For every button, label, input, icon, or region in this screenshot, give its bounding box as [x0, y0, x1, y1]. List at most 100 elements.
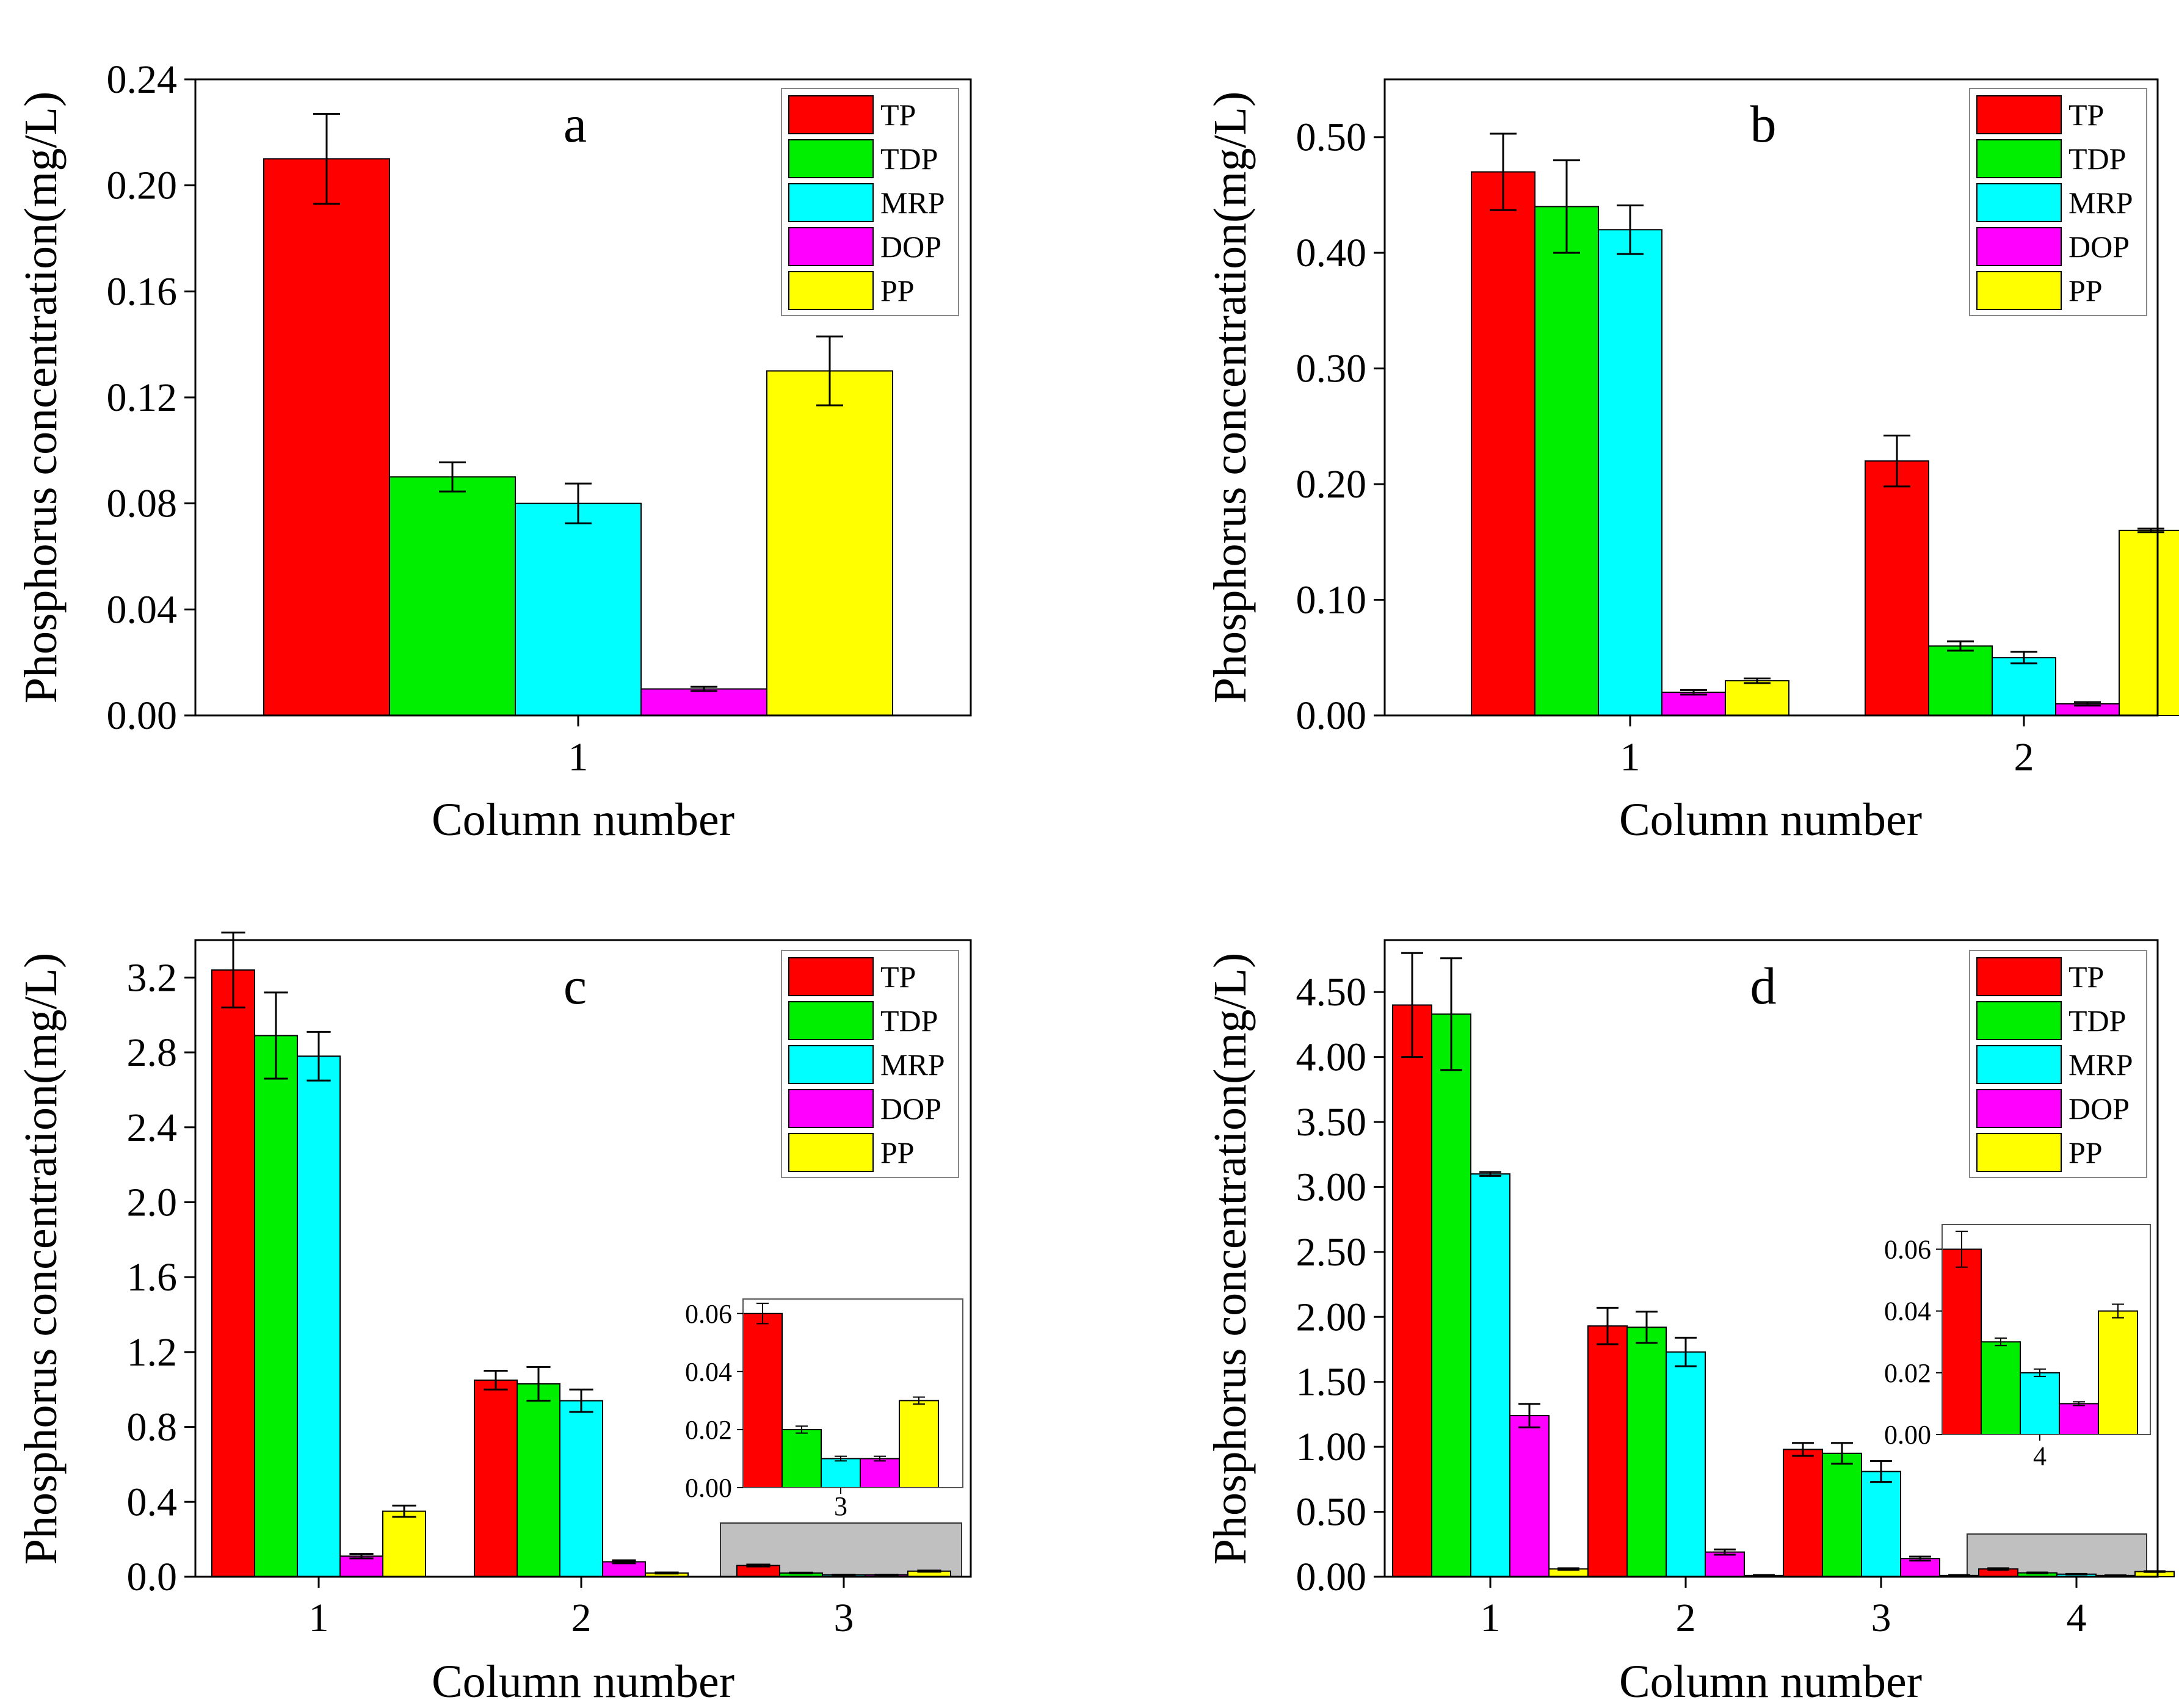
error-bar-tdp-col1: [264, 991, 288, 1080]
inset-error-bar-tdp: [1995, 1337, 2007, 1347]
inset-y-tick-label: 0.02: [1884, 1358, 1931, 1388]
legend-swatch-mrp: [788, 183, 874, 222]
inset-frame: [742, 1298, 963, 1488]
y-tick-label: 4.50: [1296, 970, 1367, 1015]
x-tick-label: 2: [2014, 735, 2034, 780]
error-bar-mrp-col3: [832, 1574, 856, 1576]
error-bar-tdp-col2: [1947, 640, 1974, 652]
y-tick-label: 0.16: [107, 269, 178, 314]
bar-dop-col1: [640, 688, 767, 717]
x-tick-label: 4: [2067, 1596, 2087, 1640]
bar-dop-col2: [602, 1561, 646, 1577]
error-bar-mrp-col2: [569, 1388, 593, 1413]
x-tick-label: 1: [1620, 735, 1641, 780]
error-bar-pp-col2: [654, 1571, 679, 1575]
bar-mrp-col2: [559, 1400, 603, 1577]
bar-tp-col1: [263, 158, 390, 716]
error-bar-tdp-col3: [1831, 1442, 1853, 1465]
legend-swatch-pp: [1976, 1133, 2062, 1172]
chart-panel-b: 0.00 0.10 0.20 0.30 0.40 0.50 1 2 Column number P…: [1205, 78, 2179, 845]
inset-bar-mrp: [2020, 1372, 2060, 1435]
y-tick-label: 0.0: [127, 1555, 178, 1599]
inset-bar-dop: [860, 1458, 900, 1488]
error-bar-pp-col1: [1744, 677, 1771, 684]
y-tick-label: 1.6: [127, 1255, 178, 1300]
bar-pp-col1: [382, 1510, 426, 1577]
error-bar-tp-col1: [313, 112, 340, 205]
chart-panel-a: 0.00 0.04 0.08 0.12 0.16 0.20 0.24 1 Column numb…: [15, 57, 972, 845]
panel-label: a: [564, 95, 587, 153]
y-tick-label: 0.30: [1296, 347, 1367, 391]
inset-frame: [1942, 1224, 2151, 1435]
y-tick-label: 0.00: [1296, 693, 1367, 738]
legend-swatch-mrp: [788, 1045, 874, 1084]
legend: TP TDP MRP DOP PP: [781, 88, 959, 316]
inset-bar-mrp: [821, 1458, 861, 1488]
bar-tdp-col1: [1431, 1013, 1471, 1578]
bar-mrp-col1: [515, 502, 642, 717]
y-tick-label: 2.4: [127, 1105, 178, 1150]
legend-label-tp: TP: [880, 98, 916, 132]
inset-error-bar-pp: [913, 1396, 925, 1405]
inset-y-tick-label: 0.04: [1884, 1297, 1931, 1326]
bar-tp-col2: [1865, 460, 1929, 716]
x-axis-title: Column number: [1619, 1656, 1922, 1707]
error-bar-pp-col1: [392, 1504, 416, 1518]
inset-error-bar-dop: [2073, 1401, 2085, 1406]
error-bar-tdp-col3: [789, 1571, 813, 1574]
error-bar-tp-col2: [1884, 435, 1910, 488]
y-tick-label: 0.4: [127, 1480, 178, 1524]
bar-dop-col2: [1705, 1551, 1745, 1577]
error-bar-tdp-col2: [526, 1366, 551, 1402]
bar-tp-col2: [474, 1379, 518, 1577]
y-axis-title: Phosphorus concentration(mg/L): [15, 953, 67, 1565]
bar-tdp-col3: [1822, 1452, 1862, 1577]
y-tick-label: 4.00: [1296, 1035, 1367, 1080]
panel-label: b: [1750, 95, 1777, 153]
x-tick-label: 1: [309, 1596, 329, 1640]
bar-mrp-col2: [1666, 1351, 1706, 1577]
y-tick-label: 0.00: [1296, 1555, 1367, 1599]
y-tick-label: 0.12: [107, 375, 178, 420]
bar-tdp-col2: [1928, 645, 1993, 716]
y-axis-title: Phosphorus concentration(mg/L): [15, 92, 67, 704]
error-bar-tdp-col2: [1636, 1311, 1658, 1344]
legend-label-pp: PP: [880, 1135, 915, 1170]
inset-bar-tp: [1942, 1248, 1982, 1435]
y-tick-label: 0.04: [107, 587, 178, 632]
inset-y-tick-label: 0.00: [685, 1473, 732, 1503]
error-bar-tdp-col1: [1553, 159, 1580, 254]
error-bar-tp-col4: [1987, 1567, 2009, 1571]
bar-tdp-col1: [254, 1035, 298, 1577]
bar-tp-col1: [1392, 1004, 1432, 1577]
inset-error-bar-tp: [756, 1303, 769, 1325]
inset-bar-pp: [2098, 1310, 2138, 1435]
inset-bar-tp: [742, 1312, 783, 1489]
legend-label-pp: PP: [2068, 1135, 2103, 1170]
y-tick-label: 1.2: [127, 1330, 178, 1375]
y-tick-label: 0.10: [1296, 578, 1367, 623]
error-bar-tp-col3: [746, 1563, 770, 1568]
inset-chart: 0.00 0.02 0.04 0.06 4: [1884, 1224, 2151, 1471]
legend-swatch-pp: [788, 1133, 874, 1172]
error-bar-tdp-col1: [439, 461, 466, 493]
chart-panel-d: 0.00 0.50 1.00 1.50 2.00 2.50 3.00 3.50 4.00 4.50…: [1205, 939, 2175, 1707]
bar-mrp-col3: [1861, 1471, 1901, 1577]
error-bar-dop-col3: [874, 1574, 899, 1576]
legend-label-mrp: MRP: [880, 186, 945, 220]
error-bar-mrp-col1: [565, 482, 592, 524]
error-bar-mrp-col1: [1617, 204, 1644, 255]
y-tick-label: 0.20: [1296, 462, 1367, 507]
legend-swatch-tdp: [1976, 139, 2062, 178]
y-tick-label: 3.00: [1296, 1165, 1367, 1209]
bar-mrp-col2: [1992, 657, 2056, 716]
inset-bar-dop: [2059, 1403, 2099, 1436]
inset-bar-tdp: [1981, 1341, 2021, 1436]
bar-tdp-col2: [517, 1383, 560, 1578]
error-bar-pp-col3: [1948, 1574, 1970, 1577]
inset-error-bar-mrp: [2034, 1368, 2046, 1377]
x-tick-label: 3: [834, 1596, 854, 1640]
inset-error-bar-mrp: [835, 1455, 847, 1462]
inset-y-tick-label: 0.04: [685, 1357, 732, 1387]
